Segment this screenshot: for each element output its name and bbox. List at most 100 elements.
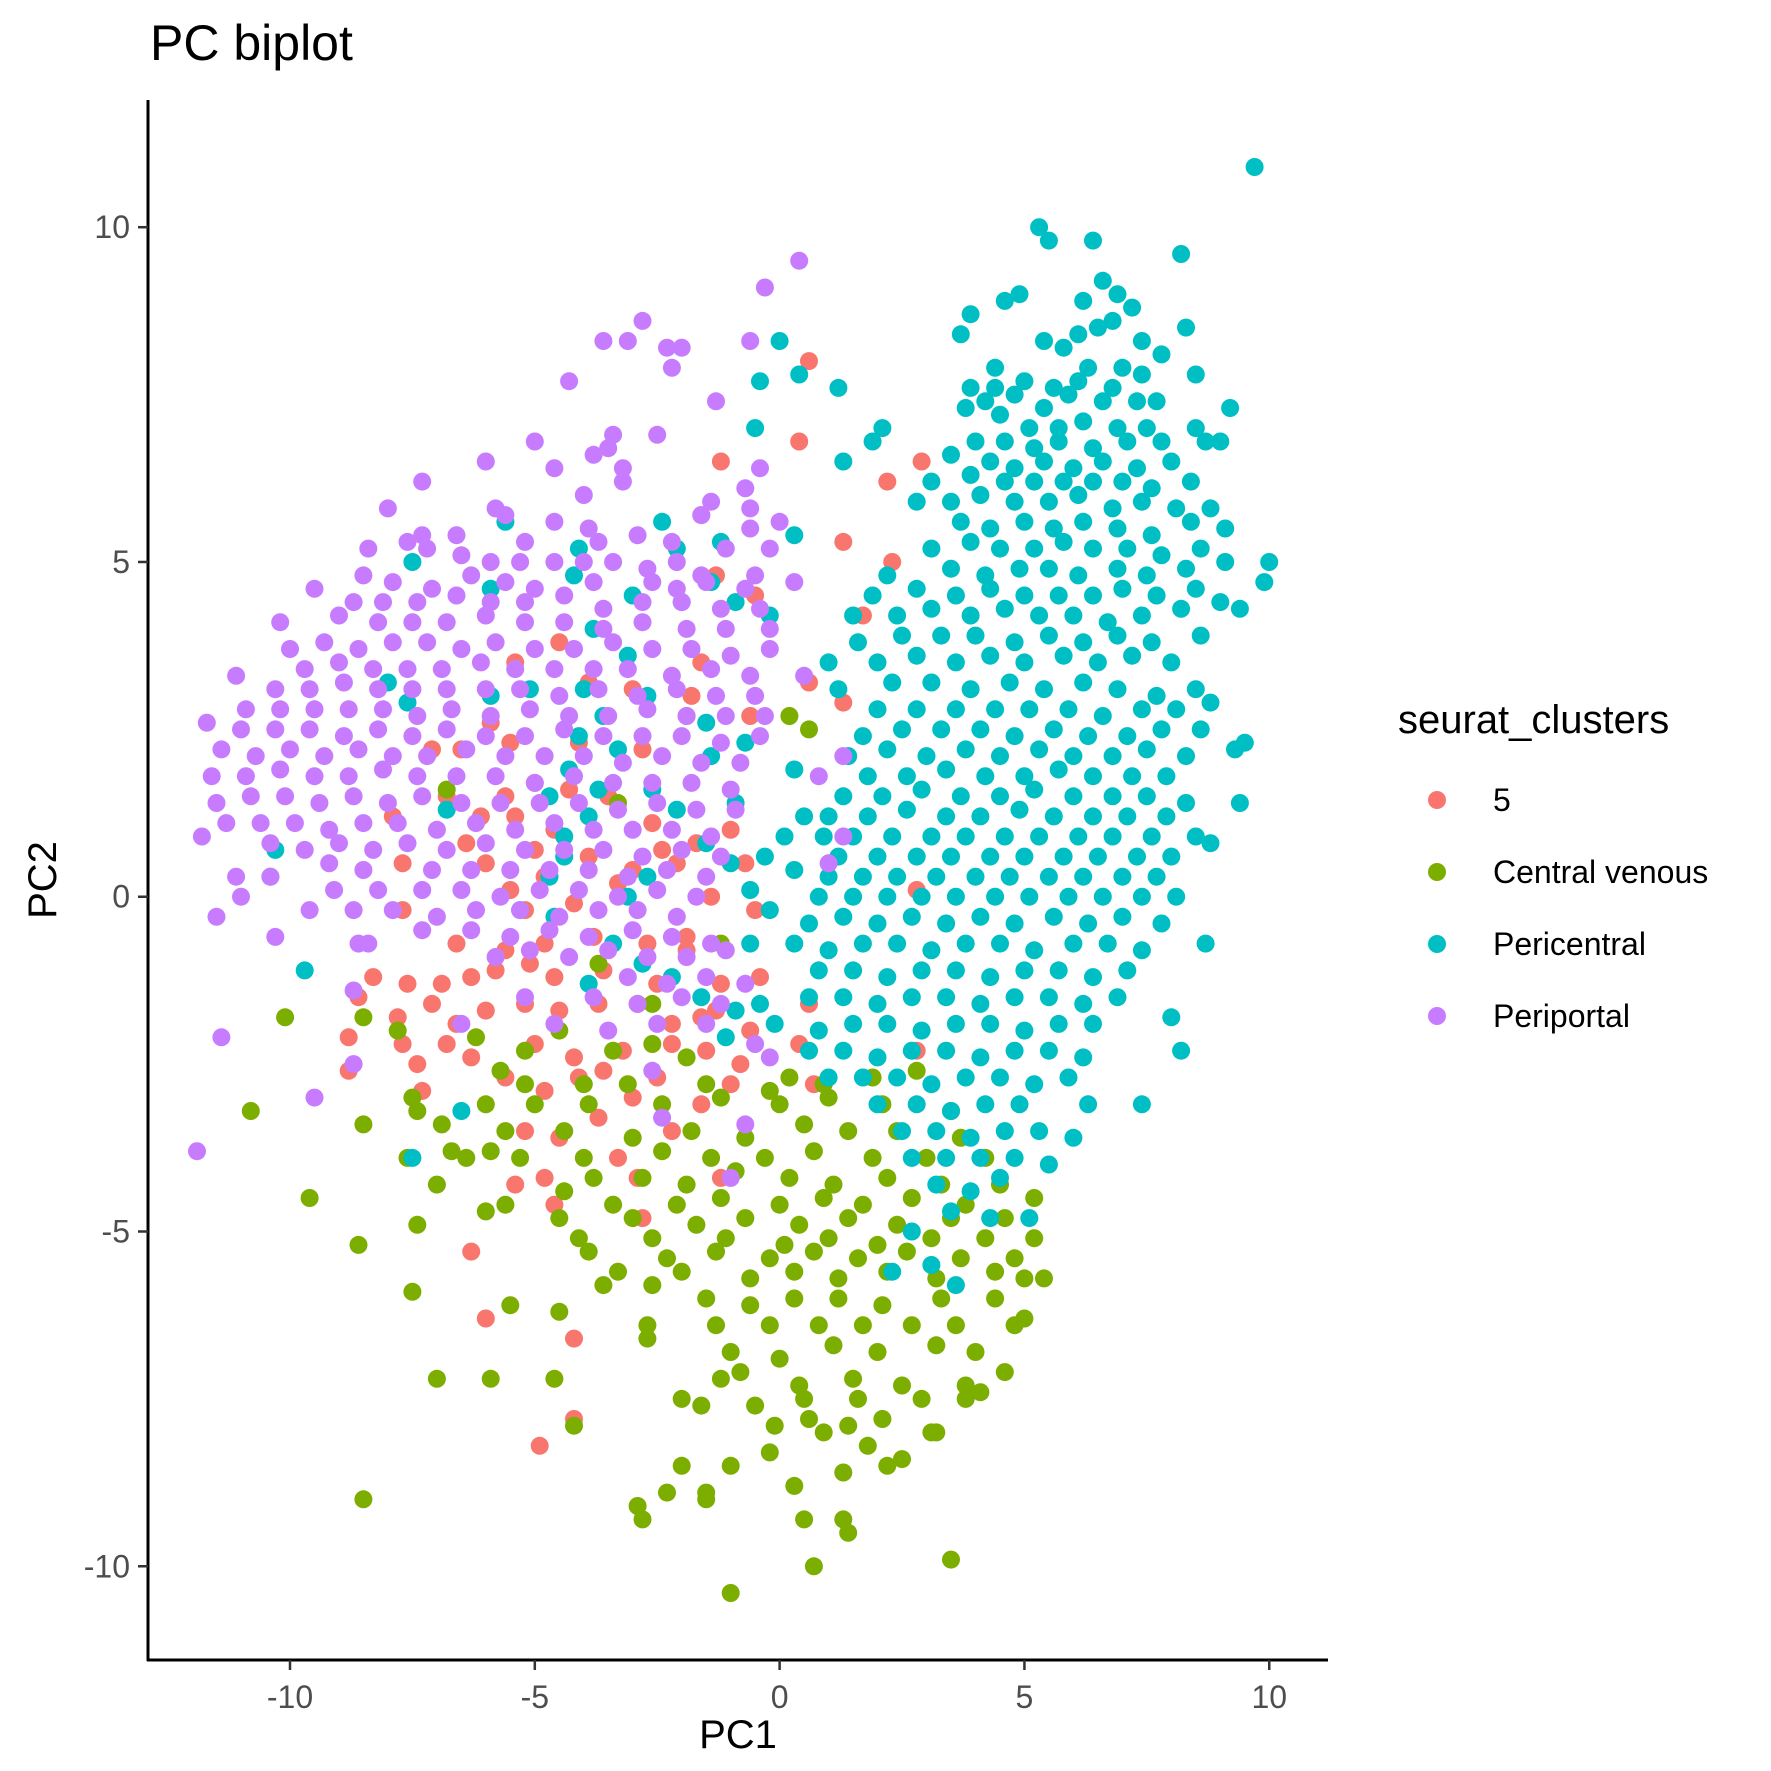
data-point	[476, 1202, 495, 1221]
data-point	[584, 573, 603, 592]
legend-label: Periportal	[1493, 998, 1630, 1034]
data-point	[672, 727, 691, 746]
data-point	[550, 907, 569, 926]
data-point	[486, 633, 505, 652]
data-point	[741, 519, 760, 538]
data-point	[212, 740, 231, 759]
data-point	[1020, 1209, 1039, 1228]
data-point	[618, 660, 637, 679]
data-point	[437, 613, 456, 632]
data-point	[613, 459, 632, 478]
data-point	[922, 941, 941, 960]
data-point	[207, 794, 226, 812]
data-point	[1147, 686, 1166, 705]
data-point	[1103, 787, 1122, 806]
data-point	[956, 740, 975, 759]
data-point	[594, 1061, 613, 1080]
data-point	[599, 439, 618, 458]
data-point	[770, 1349, 789, 1368]
data-point	[432, 660, 451, 679]
data-point	[188, 1142, 206, 1161]
data-point	[388, 814, 407, 833]
data-point	[785, 1476, 804, 1495]
data-point	[501, 927, 520, 946]
data-point	[1025, 941, 1044, 960]
data-point	[476, 854, 495, 873]
data-point	[697, 1041, 716, 1060]
data-point	[946, 586, 965, 605]
data-point	[1059, 887, 1078, 906]
data-point	[1137, 740, 1156, 759]
data-point	[584, 820, 603, 839]
data-point	[1118, 432, 1137, 451]
data-point	[325, 881, 344, 899]
data-point	[530, 881, 549, 899]
data-point	[643, 1061, 662, 1080]
data-point	[863, 1148, 882, 1167]
data-point	[1010, 559, 1029, 578]
data-point	[1064, 787, 1083, 806]
data-point	[476, 452, 495, 471]
data-point	[271, 613, 290, 632]
data-point	[604, 553, 623, 571]
data-point	[369, 613, 388, 632]
data-point	[677, 948, 696, 966]
data-point	[584, 445, 603, 464]
data-point	[1172, 245, 1191, 263]
data-point	[1152, 546, 1171, 565]
data-point	[746, 901, 765, 920]
data-point	[520, 941, 539, 960]
data-point	[986, 1262, 1005, 1281]
data-point	[481, 707, 500, 725]
data-point	[834, 787, 853, 806]
data-point	[506, 1175, 525, 1194]
data-point	[594, 727, 613, 746]
data-point	[574, 1148, 593, 1167]
data-point	[574, 747, 593, 766]
data-point	[462, 921, 481, 940]
data-point	[501, 1296, 520, 1315]
data-point	[922, 1256, 941, 1274]
data-point	[633, 847, 652, 866]
data-point	[555, 827, 574, 846]
data-point	[374, 760, 392, 779]
data-point	[760, 1081, 779, 1100]
data-point	[966, 867, 985, 886]
data-point	[697, 1490, 716, 1509]
data-point	[751, 994, 769, 1013]
data-point	[506, 660, 525, 679]
data-point	[741, 1296, 760, 1315]
data-point	[486, 961, 505, 980]
data-point	[971, 720, 990, 739]
data-point	[868, 700, 887, 719]
data-point	[1098, 613, 1117, 632]
data-point	[991, 934, 1009, 953]
data-point	[305, 579, 324, 598]
data-point	[711, 599, 730, 618]
data-point	[716, 619, 735, 638]
data-point	[1177, 318, 1195, 337]
data-point	[653, 1142, 672, 1161]
data-point	[643, 640, 662, 658]
data-point	[408, 1055, 427, 1074]
data-point	[1103, 747, 1122, 766]
data-point	[565, 566, 583, 585]
data-point	[643, 994, 662, 1013]
data-point	[555, 1182, 574, 1201]
data-point	[878, 887, 897, 906]
data-point	[633, 311, 652, 330]
data-point	[496, 573, 515, 592]
data-point	[1039, 867, 1058, 886]
data-point	[1196, 432, 1215, 451]
data-point	[711, 733, 730, 752]
data-point	[633, 727, 652, 746]
data-point	[790, 1215, 809, 1234]
data-point	[878, 566, 897, 585]
data-point	[584, 1168, 603, 1187]
data-point	[790, 432, 809, 451]
data-point	[1084, 1014, 1102, 1033]
data-point	[1074, 994, 1093, 1013]
data-point	[966, 432, 985, 451]
data-point	[863, 432, 882, 451]
data-point	[613, 753, 632, 772]
